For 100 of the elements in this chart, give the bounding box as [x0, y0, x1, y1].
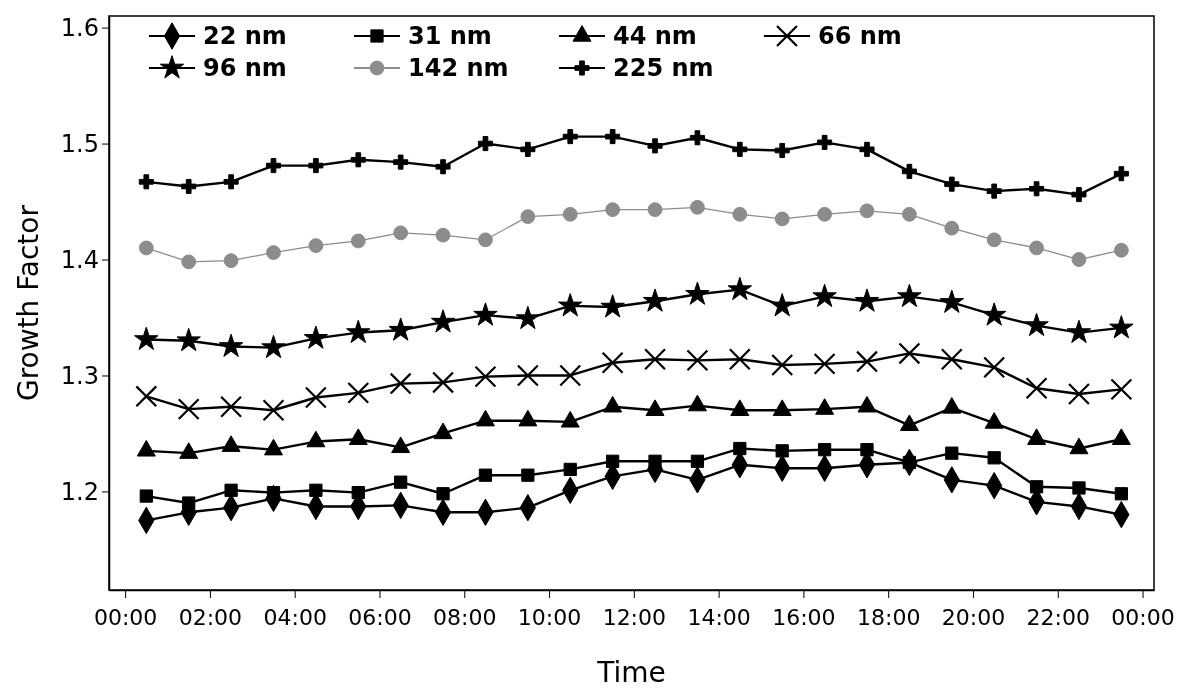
point	[732, 141, 748, 157]
point	[435, 159, 451, 175]
point	[218, 333, 244, 357]
legend-label: 66 nm	[818, 22, 902, 51]
point	[940, 348, 963, 371]
point	[859, 203, 875, 219]
point	[265, 158, 282, 174]
point	[983, 356, 1006, 379]
point	[771, 353, 794, 377]
point	[690, 454, 705, 468]
point	[686, 349, 709, 372]
point	[347, 381, 370, 404]
point	[1110, 378, 1133, 401]
point	[1024, 312, 1049, 337]
point	[648, 454, 662, 468]
point	[393, 225, 409, 241]
point	[1072, 481, 1086, 495]
legend-label: 31 nm	[408, 22, 492, 51]
point	[562, 129, 578, 145]
point	[181, 178, 197, 194]
point	[733, 441, 747, 456]
y-tick-label: 1.4	[60, 245, 99, 274]
point	[436, 487, 450, 501]
y-tick-label: 1.2	[60, 477, 99, 506]
y-tick-label: 1.5	[60, 129, 99, 158]
point	[181, 254, 197, 270]
point	[898, 342, 921, 365]
point	[606, 454, 620, 468]
point	[727, 276, 753, 301]
point	[689, 130, 705, 146]
point	[605, 202, 621, 218]
point	[817, 443, 832, 457]
x-tick-label: 18:00	[856, 605, 921, 631]
point	[860, 443, 874, 457]
point	[224, 483, 238, 497]
point	[562, 206, 578, 222]
point	[1109, 315, 1134, 339]
point	[138, 240, 154, 256]
point	[389, 372, 412, 395]
point	[601, 351, 624, 374]
x-axis-title: Time	[596, 656, 666, 689]
x-tick-label: 00:00	[93, 605, 158, 631]
point	[770, 293, 795, 317]
point	[393, 154, 409, 170]
point	[901, 206, 917, 222]
point	[138, 174, 154, 190]
point	[220, 395, 243, 418]
point	[1025, 377, 1048, 400]
point	[473, 302, 498, 326]
point	[1113, 242, 1129, 258]
point	[478, 232, 493, 248]
point	[520, 209, 536, 225]
x-tick-label: 08:00	[433, 605, 497, 631]
point	[478, 468, 493, 482]
point	[685, 281, 710, 305]
point	[854, 288, 880, 312]
point	[812, 283, 837, 308]
point	[605, 129, 621, 145]
point	[304, 386, 327, 409]
point	[774, 211, 790, 227]
legend-label: 225 nm	[613, 54, 714, 83]
point	[266, 245, 281, 260]
point	[430, 309, 456, 333]
point	[139, 489, 153, 503]
x-tick-label: 02:00	[178, 605, 243, 631]
point	[388, 317, 413, 341]
point	[223, 253, 239, 269]
point	[987, 451, 1001, 465]
point	[944, 220, 960, 236]
point	[1029, 480, 1044, 494]
point	[394, 475, 408, 489]
point	[303, 325, 329, 349]
x-tick-label: 04:00	[263, 605, 327, 631]
point	[732, 206, 748, 222]
point	[559, 364, 582, 387]
point	[945, 446, 959, 460]
point	[986, 232, 1002, 248]
point	[1067, 382, 1091, 406]
point	[642, 288, 668, 312]
point	[262, 399, 285, 422]
y-tick-label: 1.6	[60, 13, 99, 42]
point	[176, 327, 201, 352]
point	[647, 138, 663, 154]
point	[308, 158, 324, 174]
point	[1071, 252, 1087, 267]
point	[981, 302, 1007, 326]
point	[600, 294, 625, 318]
point	[817, 206, 833, 222]
x-tick-label: 10:00	[517, 605, 582, 631]
legend-label: 96 nm	[203, 54, 287, 83]
point	[1113, 166, 1129, 182]
point	[728, 348, 751, 371]
point	[520, 141, 536, 157]
point	[558, 293, 583, 317]
point	[309, 483, 323, 497]
legend-label: 44 nm	[613, 22, 697, 51]
point	[944, 176, 960, 192]
point	[308, 238, 324, 253]
point	[516, 364, 539, 387]
point	[134, 326, 159, 350]
